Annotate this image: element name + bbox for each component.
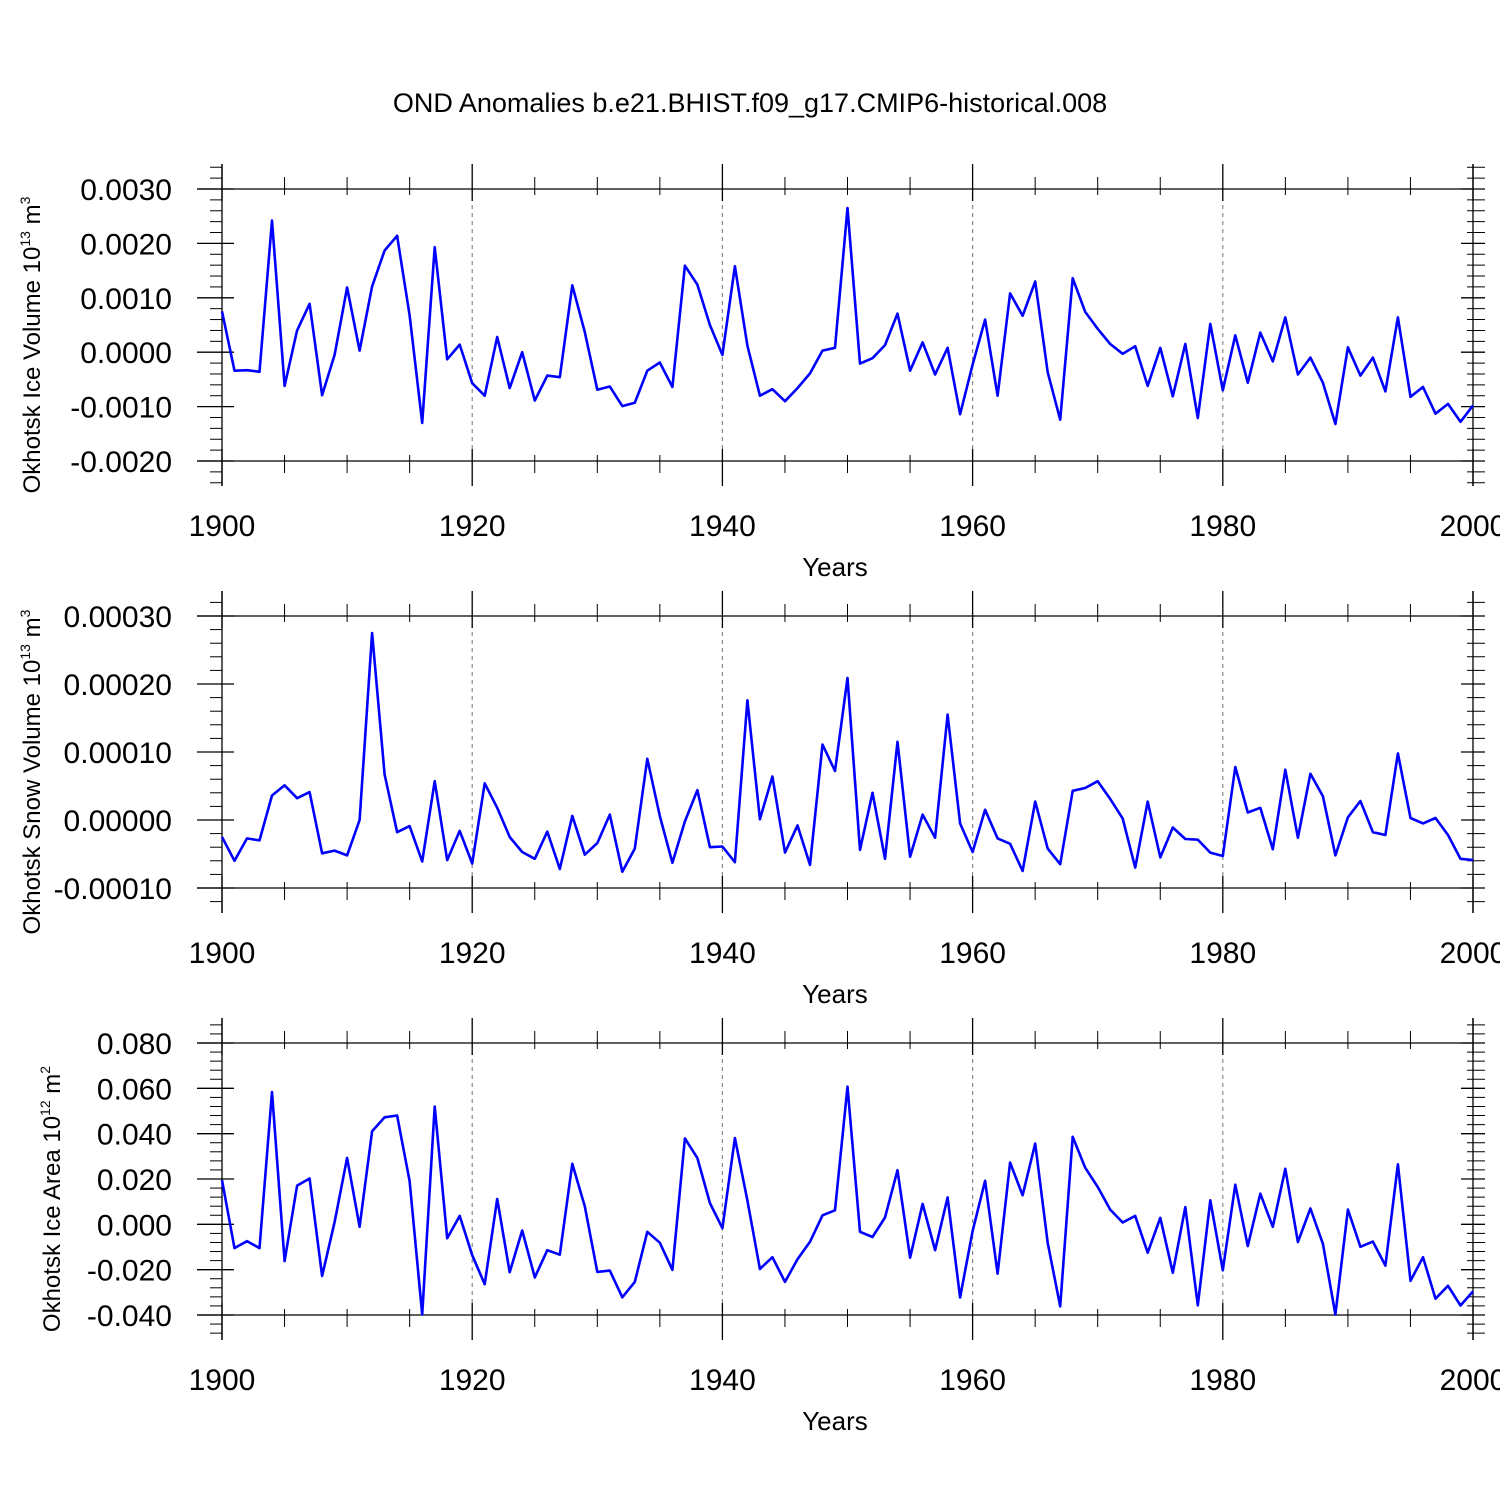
panel-1: -0.0020 -0.0010 0.0000 0.0010 0.0020 0.0030 19… [17, 164, 1500, 582]
series-line [220, 206, 1475, 426]
y-axis-label-unit: m [19, 204, 46, 231]
x-tick-label: 2000 [1440, 1364, 1500, 1397]
x-tick-label: 1940 [689, 510, 756, 543]
y-tick-label: 0.00010 [64, 737, 172, 770]
x-tick-label: 2000 [1440, 937, 1500, 970]
y-tick-label: -0.0020 [70, 446, 172, 479]
y-tick-label: 0.0030 [80, 174, 172, 207]
x-tick-label: 1980 [1189, 1364, 1256, 1397]
x-tick-label: 1900 [189, 1364, 256, 1397]
y-tick-label: 0.000 [97, 1209, 172, 1242]
panel-3: -0.040 -0.020 0.000 0.020 0.040 0.060 0.080 190… [37, 1018, 1500, 1436]
y-axis-label-unit: m [19, 617, 46, 644]
y-tick-label: 0.0010 [80, 283, 172, 316]
y-axis-label-unit: m [39, 1074, 66, 1101]
y-tick-label: 0.080 [97, 1028, 172, 1061]
panel-2: -0.00010 0.00000 0.00010 0.00020 0.00030 1900… [17, 591, 1500, 1009]
y-axis-label-text: Okhotsk Snow Volume 10 [19, 660, 46, 935]
series-line [220, 1085, 1474, 1316]
x-tick-label: 1900 [189, 937, 256, 970]
y-tick-label: 0.00020 [64, 669, 172, 702]
series-line [220, 631, 1474, 874]
y-tick-label: -0.020 [87, 1255, 172, 1288]
x-tick-label: 1920 [439, 1364, 506, 1397]
x-tick-label: 1980 [1189, 510, 1256, 543]
y-tick-label: -0.040 [87, 1300, 172, 1333]
x-axis-label: Years [802, 979, 868, 1009]
y-axis-label-unit-exponent: 3 [17, 609, 33, 617]
y-tick-label: 0.020 [97, 1164, 172, 1197]
y-axis-label-unit-exponent: 3 [17, 196, 33, 204]
x-tick-label: 1920 [439, 510, 506, 543]
y-axis-label-exponent: 13 [17, 644, 33, 660]
x-tick-label: 1980 [1189, 937, 1256, 970]
chart-title: OND Anomalies b.e21.BHIST.f09_g17.CMIP6-… [393, 88, 1107, 118]
y-axis-label-unit-exponent: 2 [37, 1066, 53, 1074]
y-axis-label: Okhotsk Ice Area 1012 m2 [37, 1066, 66, 1332]
x-axis-label: Years [802, 1406, 868, 1436]
y-tick-label: 0.0020 [80, 228, 172, 261]
panels: -0.0020 -0.0010 0.0000 0.0010 0.0020 0.0030 19… [17, 164, 1500, 1436]
x-tick-label: 1960 [939, 510, 1006, 543]
y-tick-label: -0.0010 [70, 392, 172, 425]
y-tick-label: 0.00000 [64, 805, 172, 838]
x-tick-label: 2000 [1440, 510, 1500, 543]
y-axis-label: Okhotsk Snow Volume 1013 m3 [17, 609, 46, 934]
y-axis-label: Okhotsk Ice Volume 1013 m3 [17, 196, 46, 493]
x-tick-label: 1920 [439, 937, 506, 970]
x-tick-label: 1940 [689, 937, 756, 970]
y-axis-label-exponent: 13 [17, 231, 33, 247]
x-tick-label: 1960 [939, 937, 1006, 970]
y-axis-label-text: Okhotsk Ice Area 10 [39, 1116, 66, 1332]
y-tick-label: 0.060 [97, 1073, 172, 1106]
x-tick-label: 1940 [689, 1364, 756, 1397]
x-tick-label: 1900 [189, 510, 256, 543]
y-tick-label: -0.00010 [54, 873, 172, 906]
x-tick-label: 1960 [939, 1364, 1006, 1397]
y-tick-label: 0.00030 [64, 601, 172, 634]
y-axis-label-text: Okhotsk Ice Volume 10 [19, 247, 46, 494]
y-axis-label-exponent: 12 [37, 1100, 53, 1116]
x-axis-label: Years [802, 552, 868, 582]
y-tick-label: 0.0000 [80, 337, 172, 370]
y-tick-label: 0.040 [97, 1119, 172, 1152]
